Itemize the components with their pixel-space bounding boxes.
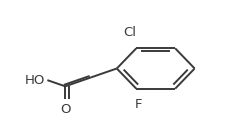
Text: F: F	[135, 98, 142, 111]
Text: HO: HO	[25, 74, 45, 87]
Text: Cl: Cl	[123, 26, 136, 39]
Text: O: O	[60, 103, 71, 116]
